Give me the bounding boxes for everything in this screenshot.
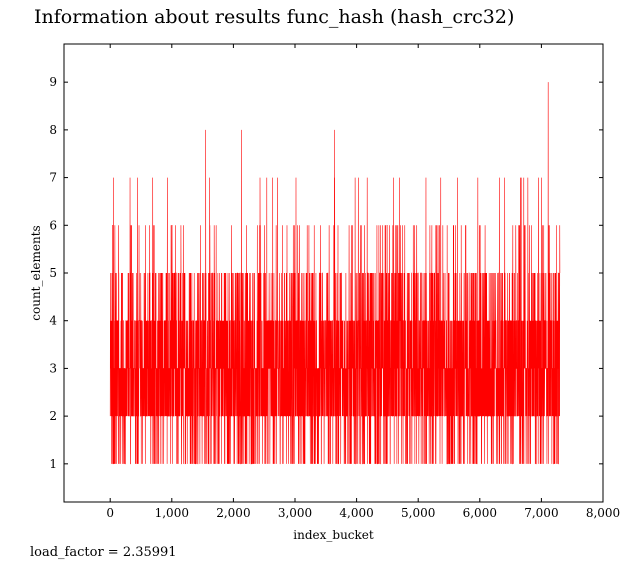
y-tick-label: 4 (49, 314, 57, 328)
x-tick-label: 6,000 (463, 506, 497, 520)
x-tick-label: 4,000 (339, 506, 373, 520)
x-axis: 0 1,000 2,000 3,000 4,000 5,000 6,000 7,000 8,00… (106, 44, 620, 520)
x-tick-label: 0 (106, 506, 114, 520)
series-line (109, 82, 561, 465)
x-axis-label: index_bucket (293, 528, 374, 542)
x-tick-label: 1,000 (155, 506, 189, 520)
y-tick-label: 9 (49, 75, 57, 89)
x-tick-label: 8,000 (586, 506, 620, 520)
x-tick-label: 5,000 (401, 506, 435, 520)
chart-title: Information about results func_hash (has… (34, 6, 515, 28)
y-tick-label: 3 (49, 361, 57, 375)
load-factor-label: load_factor = 2.35991 (30, 545, 177, 560)
x-tick-label: 7,000 (524, 506, 558, 520)
y-tick-label: 8 (49, 123, 57, 137)
chart: 0 1,000 2,000 3,000 4,000 5,000 6,000 7,000 8,00… (29, 43, 620, 542)
y-tick-label: 1 (49, 457, 57, 471)
plot-data (109, 82, 561, 465)
x-tick-label: 2,000 (216, 506, 250, 520)
y-tick-label: 6 (49, 218, 57, 232)
y-axis: 1 2 3 4 5 6 7 8 9 (49, 75, 603, 471)
y-tick-label: 2 (49, 409, 57, 423)
y-tick-label: 5 (49, 266, 57, 280)
x-tick-label: 3,000 (278, 506, 312, 520)
y-axis-label: count_elements (29, 225, 43, 320)
y-tick-label: 7 (49, 171, 57, 185)
